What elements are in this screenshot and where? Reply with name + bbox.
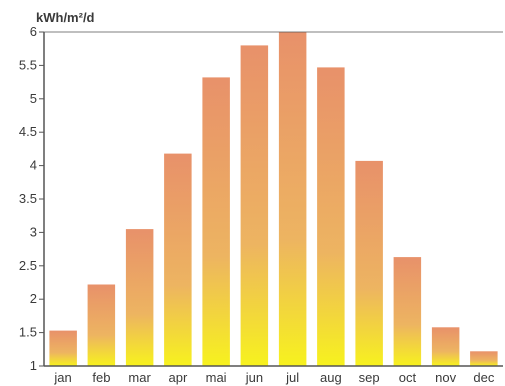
x-tick-label-nov: nov (435, 370, 456, 385)
y-tick-label: 4 (30, 158, 37, 173)
y-tick-label: 5 (30, 91, 37, 106)
bar-apr (164, 153, 192, 366)
bar-sep (355, 160, 383, 366)
bar-jul (278, 32, 307, 366)
bar-feb (87, 284, 116, 366)
bar-jan (49, 330, 77, 366)
y-tick-label: 2 (30, 291, 37, 306)
x-tick-label-jan: jan (53, 370, 71, 385)
y-tick-label: 3 (30, 224, 37, 239)
y-tick-label: 5.5 (19, 57, 37, 72)
bar-aug (317, 67, 345, 367)
bar-dec (470, 351, 498, 366)
y-unit-label: kWh/m²/d (36, 10, 95, 25)
bar-jun (240, 45, 269, 367)
x-tick-label-aug: aug (320, 370, 342, 385)
y-tick-label: 1 (30, 358, 37, 373)
y-tick-label: 6 (30, 24, 37, 39)
bar-nov (431, 327, 460, 366)
y-axis-ticks: 1 1.5 2 2.5 3 3.5 4 4.5 5 5.5 6 (19, 24, 44, 373)
y-tick-label: 1.5 (19, 325, 37, 340)
x-tick-label-jul: jul (285, 370, 299, 385)
x-tick-label-sep: sep (359, 370, 380, 385)
bars (49, 32, 498, 367)
y-tick-label: 4.5 (19, 124, 37, 139)
x-tick-label-jun: jun (245, 370, 263, 385)
x-tick-label-dec: dec (473, 370, 494, 385)
x-tick-label-apr: apr (169, 370, 188, 385)
x-axis-ticks: jan feb mar apr mai jun jul aug sep oct nov dec (53, 370, 494, 385)
bar-mai (202, 77, 230, 367)
bar-mar (125, 229, 154, 366)
y-tick-label: 3.5 (19, 191, 37, 206)
x-tick-label-oct: oct (399, 370, 417, 385)
y-tick-label: 2.5 (19, 258, 37, 273)
x-tick-label-feb: feb (92, 370, 110, 385)
x-tick-label-mai: mai (206, 370, 227, 385)
x-tick-label-mar: mar (128, 370, 151, 385)
bar-oct (393, 257, 422, 366)
